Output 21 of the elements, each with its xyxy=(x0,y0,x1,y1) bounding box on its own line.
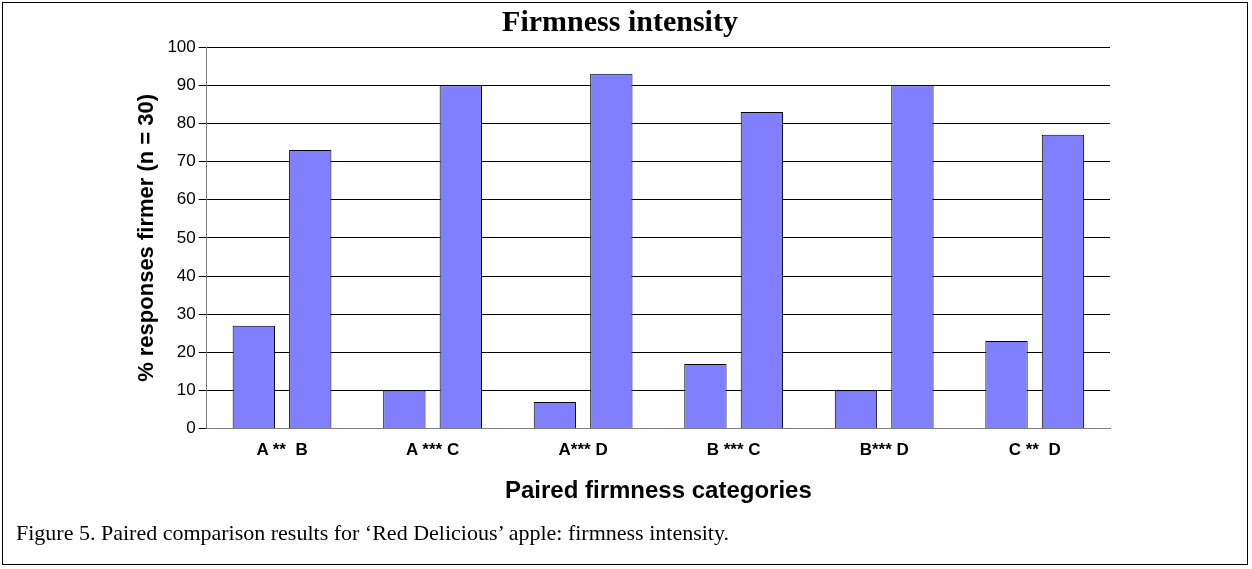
y-tick-label: 100 xyxy=(167,36,196,56)
x-tick-label: B *** C xyxy=(706,439,761,459)
y-tick-label: 40 xyxy=(176,265,196,285)
caption: Figure 5. Paired comparison results for ‘Red Delicious’ apple: firmness intensity. xyxy=(16,520,730,546)
y-tick-label: 60 xyxy=(176,189,196,209)
y-tick-label: 90 xyxy=(176,74,196,94)
x-tick-label: A*** D xyxy=(558,439,608,459)
x-axis-title: Paired firmness categories xyxy=(504,476,812,504)
x-tick-label: A *** C xyxy=(405,439,460,459)
x-tick-label: C ** D xyxy=(1008,439,1061,459)
y-axis-title: % responses firmer (n = 30) xyxy=(133,93,159,382)
chart-title: Firmness intensity xyxy=(502,3,738,37)
y-tick-label: 50 xyxy=(176,227,196,247)
x-tick-label: B*** D xyxy=(859,439,909,459)
x-tick-label: A ** B xyxy=(256,439,308,459)
y-tick-label: 20 xyxy=(176,342,196,362)
y-tick-label: 30 xyxy=(176,303,196,323)
y-tick-label: 80 xyxy=(176,113,196,133)
y-tick-label: 70 xyxy=(176,151,196,171)
y-tick-label: 10 xyxy=(176,380,196,400)
y-tick-label: 0 xyxy=(186,418,196,438)
